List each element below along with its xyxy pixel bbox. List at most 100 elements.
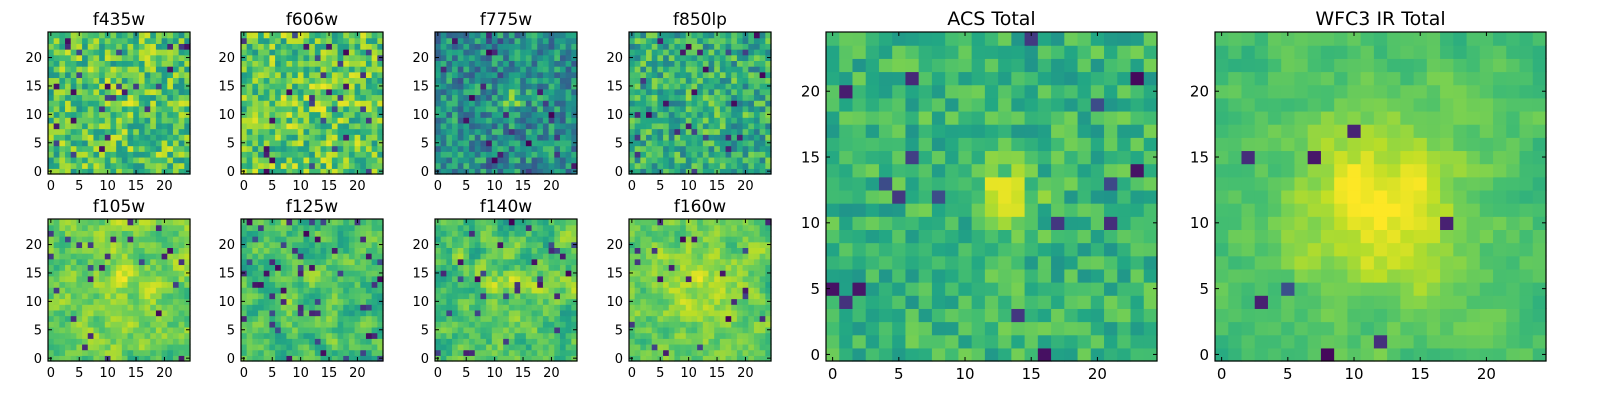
heatmap-cell bbox=[365, 162, 373, 169]
heatmap-cell bbox=[759, 134, 766, 141]
heatmap-cell bbox=[680, 349, 687, 356]
heatmap-cell bbox=[377, 77, 384, 84]
heatmap-cell bbox=[537, 264, 544, 271]
heatmap-cell bbox=[360, 304, 367, 311]
heatmap-cell bbox=[99, 247, 106, 254]
heatmap-cell bbox=[144, 349, 151, 356]
heatmap-cell bbox=[252, 343, 259, 351]
heatmap-cell bbox=[360, 315, 367, 322]
heatmap-cell bbox=[508, 315, 516, 322]
heatmap-cell bbox=[508, 83, 516, 90]
heatmap-cell bbox=[748, 326, 755, 334]
heatmap-cell bbox=[269, 270, 276, 277]
x-tick-label: 10 bbox=[486, 366, 503, 381]
heatmap-cell bbox=[657, 94, 664, 101]
heatmap-cell bbox=[303, 247, 310, 254]
heatmap-cell bbox=[736, 145, 744, 152]
heatmap-cell bbox=[708, 349, 715, 356]
heatmap-cell bbox=[708, 122, 715, 130]
heatmap-cell bbox=[65, 37, 72, 44]
heatmap-cell bbox=[446, 151, 453, 158]
heatmap-cell bbox=[184, 304, 191, 311]
heatmap-cell bbox=[736, 292, 744, 300]
heatmap-cell bbox=[435, 151, 442, 158]
heatmap-cell bbox=[297, 71, 305, 79]
heatmap-cell bbox=[525, 281, 533, 288]
heatmap-cell bbox=[748, 162, 755, 169]
heatmap-cell bbox=[731, 83, 738, 90]
heatmap-cell bbox=[167, 49, 174, 56]
heatmap-cell bbox=[668, 156, 676, 164]
heatmap-cell bbox=[503, 71, 510, 79]
heatmap-cell bbox=[725, 105, 732, 113]
heatmap-cell bbox=[172, 83, 180, 90]
heatmap-cell bbox=[542, 37, 550, 44]
heatmap-cell bbox=[133, 162, 140, 169]
heatmap-cell bbox=[719, 349, 727, 356]
heatmap-cell bbox=[161, 332, 168, 339]
y-tick-label: 15 bbox=[218, 80, 235, 95]
heatmap-cell bbox=[297, 224, 305, 231]
heatmap-cell bbox=[697, 309, 704, 317]
heatmap-cell bbox=[542, 258, 550, 266]
heatmap-cell bbox=[286, 94, 293, 101]
heatmap-cell bbox=[685, 309, 693, 317]
heatmap-cell bbox=[93, 321, 100, 328]
heatmap-cell bbox=[326, 43, 333, 50]
heatmap-cell bbox=[685, 338, 693, 345]
heatmap-cell bbox=[320, 275, 327, 283]
heatmap-cell bbox=[531, 88, 538, 96]
heatmap-cell bbox=[691, 287, 698, 294]
heatmap-cell bbox=[241, 117, 248, 124]
heatmap-cell bbox=[252, 37, 259, 44]
heatmap-cell bbox=[469, 343, 476, 351]
heatmap-cell bbox=[446, 122, 453, 130]
heatmap-cell bbox=[269, 287, 276, 294]
heatmap-cell bbox=[104, 54, 112, 61]
heatmap-cell bbox=[144, 298, 151, 305]
heatmap-cell bbox=[309, 54, 316, 61]
heatmap-cell bbox=[337, 332, 344, 339]
heatmap-cell bbox=[178, 49, 185, 56]
heatmap-cell bbox=[525, 100, 533, 107]
heatmap-cell bbox=[48, 122, 55, 130]
heatmap-cell bbox=[99, 94, 106, 101]
heatmap-cell bbox=[377, 236, 384, 243]
heatmap-cell bbox=[138, 77, 146, 84]
heatmap-cell bbox=[309, 230, 316, 237]
heatmap-cell bbox=[634, 326, 641, 334]
heatmap-cell bbox=[292, 230, 299, 237]
heatmap-cell bbox=[663, 349, 670, 356]
heatmap-cell bbox=[246, 100, 253, 107]
heatmap-cell bbox=[280, 253, 288, 260]
heatmap-cell bbox=[440, 355, 447, 362]
heatmap-cell bbox=[640, 83, 647, 90]
heatmap-cell bbox=[731, 54, 738, 61]
heatmap-cell bbox=[309, 145, 316, 152]
heatmap-cell bbox=[371, 349, 378, 356]
heatmap-cell bbox=[469, 355, 476, 362]
heatmap-cell bbox=[691, 281, 698, 288]
heatmap-cell bbox=[365, 281, 373, 288]
heatmap-cell bbox=[497, 298, 504, 305]
heatmap-cell bbox=[537, 275, 544, 283]
heatmap-cell bbox=[646, 309, 653, 317]
heatmap-cell bbox=[457, 326, 464, 334]
heatmap-cell bbox=[144, 275, 151, 283]
heatmap-cell bbox=[674, 122, 681, 130]
heatmap-cell bbox=[354, 111, 361, 118]
heatmap-cell bbox=[286, 139, 293, 147]
heatmap-cell bbox=[127, 281, 134, 288]
heatmap-cell bbox=[280, 287, 288, 294]
heatmap-cell bbox=[93, 32, 100, 39]
heatmap-cell bbox=[491, 230, 499, 237]
heatmap-cell bbox=[161, 258, 168, 266]
heatmap-cell bbox=[275, 315, 282, 322]
heatmap-cell bbox=[87, 219, 95, 226]
heatmap-cell bbox=[280, 275, 288, 283]
heatmap-cell bbox=[93, 224, 100, 231]
heatmap-cell bbox=[440, 338, 447, 345]
heatmap-cell bbox=[446, 54, 453, 61]
y-tick-label: 10 bbox=[25, 295, 42, 310]
heatmap-cell bbox=[178, 258, 185, 266]
